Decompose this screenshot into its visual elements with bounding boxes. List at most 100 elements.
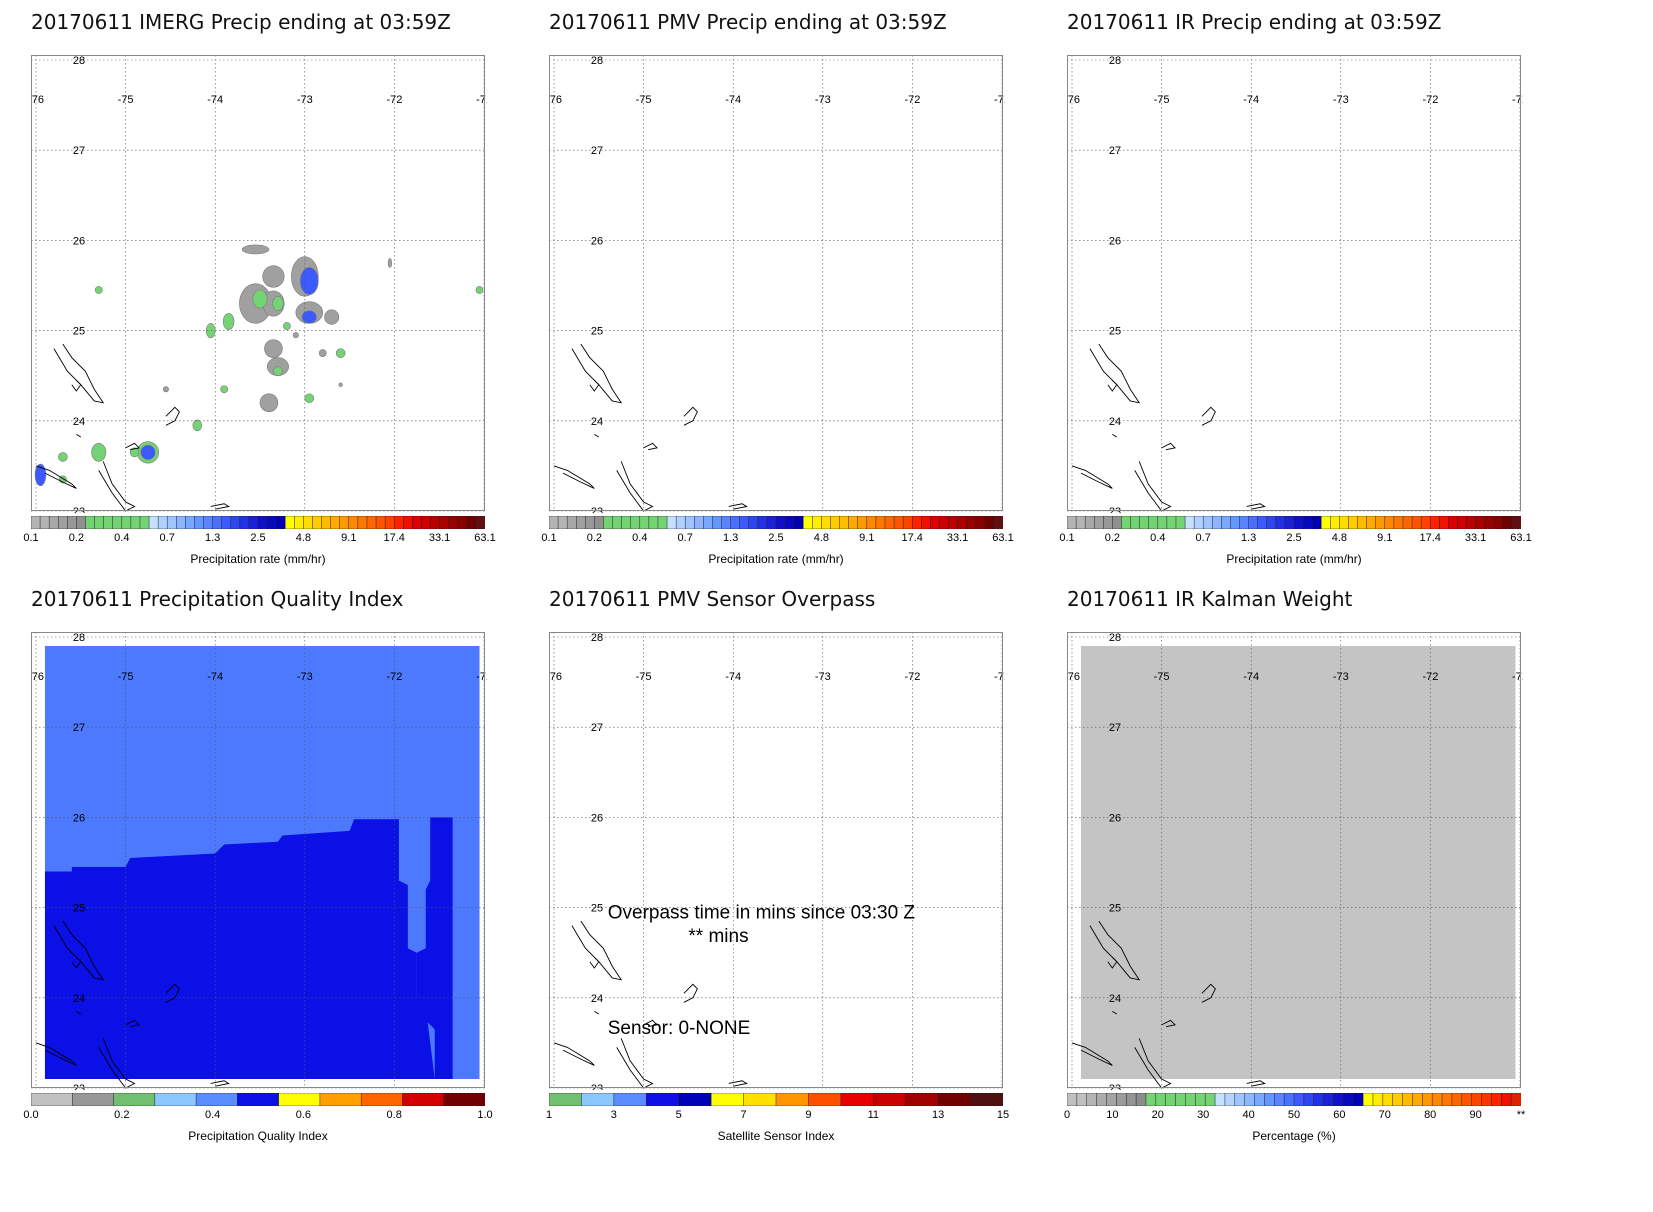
colorbar-tick-label: 1.3 (722, 532, 739, 544)
lat-tick-label: 27 (591, 145, 603, 157)
colorbar-swatch (1204, 1092, 1216, 1107)
colorbar-swatch (1441, 1092, 1453, 1107)
colorbar-swatch (603, 515, 614, 530)
colorbar-swatch (275, 515, 286, 530)
lon-tick-label: -74 (207, 94, 223, 106)
colorbar-tick-label: 17.4 (1419, 532, 1441, 544)
lat-tick-label: 25 (73, 326, 85, 338)
colorbar-swatch (1239, 515, 1250, 530)
lon-tick-label: -71 (994, 671, 1005, 683)
coastline (589, 379, 600, 392)
colorbar-swatch (875, 515, 886, 530)
colorbar-swatch (221, 515, 232, 530)
colorbar-swatch (1284, 515, 1295, 530)
panel-kalman: 20170611 IR Kalman Weight -76 -75 -74 -73 -72… (1064, 587, 1607, 1187)
coastline (594, 433, 600, 438)
precip-cell (387, 258, 393, 268)
panel-ir: 20170611 IR Precip ending at 03:59Z -76-7… (1059, 10, 1607, 610)
colorbar-tick-label: 0.1 (541, 532, 557, 544)
colorbar-swatch (848, 515, 859, 530)
colorbar-label: Precipitation rate (mm/hr) (1226, 552, 1362, 566)
lon-tick-label: -76 (549, 94, 562, 106)
colorbar-swatch (1439, 515, 1449, 530)
colorbar-swatch (893, 515, 904, 530)
coastline (1161, 1019, 1176, 1028)
colorbar-swatch (237, 1092, 280, 1107)
colorbar-tick-label: 0.2 (68, 532, 85, 544)
colorbar-swatch (94, 515, 105, 530)
lat-tick-label: 25 (591, 326, 603, 338)
map: -76 -75 -74 -73 -72 -71 28 27 26 25 24 23 (1064, 55, 1551, 539)
panel-imerg: 20170611 IMERG Precip ending at 03:59Z -7… (23, 10, 571, 610)
colorbar-swatch (1366, 515, 1377, 530)
lat-tick-label: 24 (591, 993, 603, 1005)
colorbar-swatch (1139, 515, 1150, 530)
lon-tick-label: -71 (476, 671, 487, 683)
lon-tick-label: -74 (1243, 94, 1259, 106)
colorbar-swatch (1106, 1092, 1117, 1107)
colorbar-swatch (176, 515, 186, 530)
colorbar-swatch (1112, 515, 1123, 530)
colorbar-swatch (475, 515, 486, 530)
colorbar-swatch (421, 515, 432, 530)
colorbar-swatch (339, 515, 350, 530)
colorbar-tick-label: 80 (1424, 1109, 1437, 1121)
colorbar-swatch (1510, 1092, 1522, 1107)
lat-tick-label: 24 (591, 416, 603, 428)
colorbar-swatch (67, 515, 77, 530)
colorbar-swatch (857, 515, 868, 530)
colorbar-tick-label: 0.1 (1059, 532, 1075, 544)
colorbar-swatch (266, 515, 277, 530)
colorbar (548, 1092, 1033, 1107)
coastline (616, 1038, 654, 1089)
colorbar-swatch (1393, 515, 1404, 530)
colorbar-swatch (1145, 1092, 1157, 1107)
colorbar-swatch (1429, 515, 1440, 530)
coastline (1089, 343, 1141, 404)
colorbar (1066, 515, 1551, 530)
lat-tick-label: 28 (1109, 632, 1121, 644)
colorbar-tick-label: 63.1 (992, 532, 1014, 544)
lon-tick-label: -73 (815, 671, 831, 683)
map: -76 -75 -74 -73 -72 -71 28 27 26 25 24 23 (28, 55, 515, 539)
lat-tick-label: 28 (73, 632, 85, 644)
colorbar-swatch (248, 515, 259, 530)
colorbar-swatch (1343, 1092, 1354, 1107)
coastline (1246, 503, 1266, 510)
panel-title: 20170611 IR Precip ending at 03:59Z (1067, 10, 1442, 34)
colorbar-tick-label: 33.1 (428, 532, 451, 544)
precip-cell (94, 286, 103, 294)
lon-tick-label: -74 (1243, 671, 1259, 683)
colorbar-swatch (1392, 1092, 1404, 1107)
colorbar-swatch (1195, 1092, 1206, 1107)
precip-cell (162, 386, 169, 393)
colorbar (30, 1092, 515, 1107)
colorbar-swatches (548, 1092, 1004, 1107)
colorbar-swatch (1348, 515, 1359, 530)
colorbar-swatch (630, 515, 641, 530)
lon-tick-label: -76 (31, 94, 44, 106)
colorbar-swatch (1086, 1092, 1098, 1107)
map: -76 -75 -74 -73 -72 -71 28 27 26 25 24 23 (28, 632, 515, 1116)
colorbar-swatch (675, 515, 686, 530)
colorbar-swatch (1130, 515, 1141, 530)
lat-tick-label: 26 (73, 235, 85, 247)
map-frame (549, 55, 1003, 511)
colorbar-tick-label: 0.4 (204, 1109, 221, 1121)
lat-tick-label: 28 (591, 632, 603, 644)
lat-tick-label: 28 (73, 55, 85, 67)
colorbar-swatch (1175, 1092, 1186, 1107)
colorbar-swatch (1501, 1092, 1512, 1107)
lon-tick-label: -76 (1067, 671, 1080, 683)
colorbar-swatch (1411, 515, 1422, 530)
colorbar-swatch (1475, 515, 1486, 530)
colorbar-swatch (443, 1092, 486, 1107)
lon-tick-label: -73 (815, 94, 831, 106)
colorbar-swatch (130, 515, 141, 530)
colorbar-swatch (993, 515, 1004, 530)
colorbar-swatch (1484, 515, 1495, 530)
colorbar-swatch (802, 515, 813, 530)
colorbar-swatch (1352, 1092, 1364, 1107)
lat-tick-label: 24 (73, 993, 85, 1005)
colorbar-swatch (1121, 515, 1132, 530)
